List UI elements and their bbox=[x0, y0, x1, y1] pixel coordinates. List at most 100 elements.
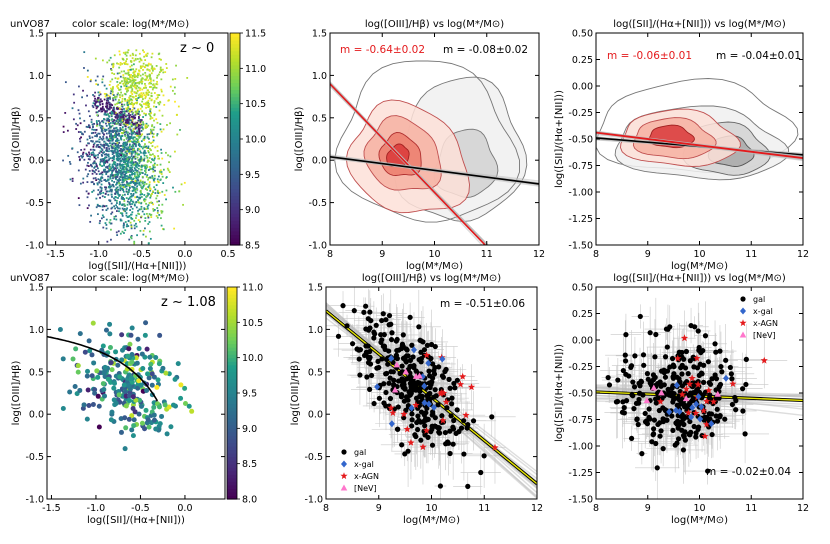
data-point bbox=[75, 128, 78, 130]
data-point bbox=[133, 76, 136, 79]
data-point bbox=[103, 196, 106, 198]
data-point bbox=[113, 127, 115, 130]
data-point bbox=[135, 225, 138, 228]
data-point bbox=[120, 110, 122, 113]
data-point bbox=[113, 158, 115, 160]
data-point bbox=[88, 142, 90, 145]
data-point bbox=[138, 181, 141, 184]
data-point bbox=[137, 108, 140, 111]
data-point-gal bbox=[349, 341, 356, 347]
data-point-xagn bbox=[412, 401, 420, 409]
data-point-gal bbox=[470, 418, 477, 424]
y-tick-label: -1.25 bbox=[568, 214, 593, 225]
data-point bbox=[119, 212, 122, 214]
data-point bbox=[102, 137, 105, 140]
data-point bbox=[97, 100, 100, 103]
data-point bbox=[121, 183, 124, 186]
data-point bbox=[110, 145, 113, 148]
data-point bbox=[147, 94, 150, 96]
data-point bbox=[144, 164, 147, 167]
data-point bbox=[143, 112, 146, 115]
data-point bbox=[148, 157, 151, 159]
data-point bbox=[127, 165, 129, 168]
data-point bbox=[132, 181, 134, 183]
data-point bbox=[151, 145, 154, 147]
legend-label: x-gal bbox=[354, 460, 374, 469]
data-point bbox=[75, 363, 81, 369]
data-point-gal bbox=[371, 335, 377, 341]
data-point bbox=[121, 105, 124, 108]
data-point bbox=[96, 183, 99, 186]
data-point bbox=[153, 174, 156, 177]
data-point-gal bbox=[395, 404, 401, 410]
data-point bbox=[95, 197, 98, 200]
data-point bbox=[140, 134, 143, 137]
data-point bbox=[126, 114, 129, 117]
data-point bbox=[105, 137, 108, 140]
data-point bbox=[94, 368, 100, 374]
data-point bbox=[153, 100, 156, 102]
data-point bbox=[128, 145, 131, 148]
data-point bbox=[128, 182, 131, 185]
data-point bbox=[106, 109, 109, 112]
fit-label: m = -0.51±0.06 bbox=[440, 298, 525, 310]
data-point bbox=[135, 87, 138, 89]
data-point-gal bbox=[363, 303, 369, 309]
data-point bbox=[89, 373, 95, 379]
data-point bbox=[165, 198, 167, 201]
data-point bbox=[120, 148, 122, 150]
data-point bbox=[157, 157, 160, 160]
data-point bbox=[126, 100, 129, 103]
data-point bbox=[129, 60, 132, 62]
data-point bbox=[109, 80, 112, 83]
data-point bbox=[116, 145, 118, 147]
data-point bbox=[121, 163, 124, 166]
y-tick-label: -0.5 bbox=[25, 452, 44, 463]
data-point bbox=[106, 61, 109, 64]
data-point-gal bbox=[367, 309, 373, 315]
data-point bbox=[140, 129, 143, 132]
data-point bbox=[128, 132, 131, 135]
data-point bbox=[139, 107, 142, 110]
data-point bbox=[130, 148, 133, 151]
data-point bbox=[129, 209, 132, 211]
data-point bbox=[121, 63, 124, 65]
data-point-gal bbox=[395, 378, 402, 384]
data-point bbox=[138, 119, 141, 121]
data-point bbox=[156, 404, 162, 410]
data-point bbox=[131, 84, 134, 86]
data-point bbox=[108, 118, 111, 121]
data-point bbox=[123, 110, 126, 113]
data-point bbox=[105, 147, 108, 150]
data-point bbox=[144, 125, 147, 128]
data-point bbox=[163, 194, 166, 196]
data-point bbox=[135, 75, 138, 78]
data-point bbox=[155, 184, 158, 187]
data-point bbox=[93, 160, 96, 163]
data-point bbox=[129, 413, 135, 419]
data-point bbox=[114, 163, 117, 166]
data-point bbox=[82, 151, 85, 154]
data-point bbox=[124, 210, 127, 213]
data-point bbox=[115, 107, 118, 109]
colorbar-segment bbox=[230, 131, 240, 137]
data-point bbox=[136, 171, 138, 174]
data-point bbox=[108, 103, 111, 106]
data-point bbox=[152, 178, 155, 181]
data-point bbox=[156, 194, 159, 197]
data-point bbox=[134, 151, 137, 153]
data-point bbox=[125, 120, 128, 123]
data-point bbox=[144, 82, 146, 85]
data-point bbox=[142, 184, 145, 187]
data-point bbox=[71, 107, 74, 110]
data-point-gal bbox=[379, 337, 385, 343]
data-point bbox=[128, 101, 130, 104]
data-point bbox=[105, 224, 108, 226]
data-point bbox=[120, 128, 123, 131]
data-point bbox=[144, 166, 147, 168]
data-point bbox=[101, 195, 104, 198]
data-point bbox=[156, 150, 159, 152]
data-point bbox=[134, 175, 136, 178]
data-point bbox=[144, 84, 147, 87]
